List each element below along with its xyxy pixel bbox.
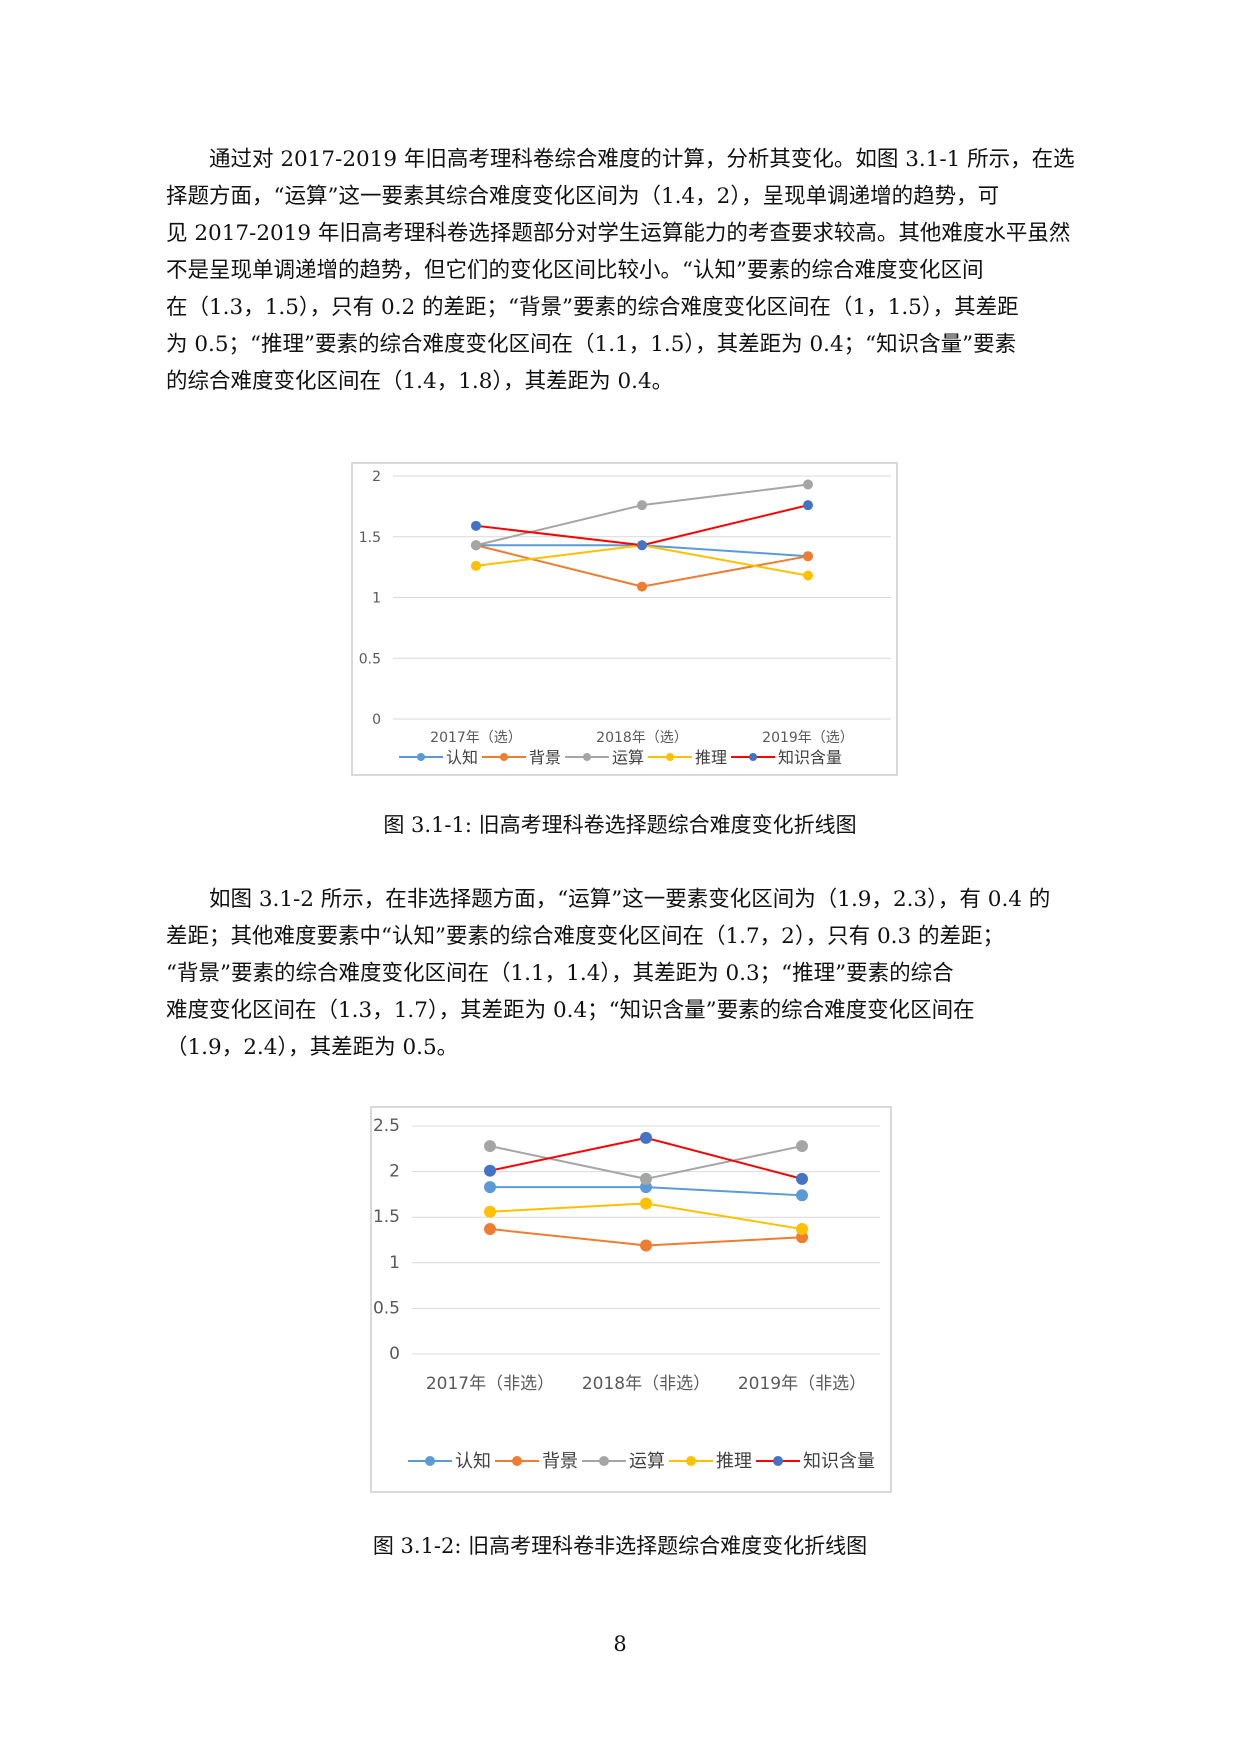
text-line: 见 2017-2019 年旧高考理科卷选择题部分对学生运算能力的考查要求较高。其… [166,221,1071,246]
paragraph-2: 如图 3.1-2 所示，在非选择题方面，“运算”这一要素变化区间为（1.9，2.… [166,881,1106,1066]
data-point [796,1223,808,1236]
legend-marker [773,1456,783,1466]
data-point [796,1172,808,1185]
legend-marker [749,753,757,761]
series-line-运算 [475,483,809,547]
y-tick-label: 2.5 [373,1116,400,1136]
legend-marker [666,753,674,761]
text-line: 通过对 2017-2019 年旧高考理科卷综合难度的计算，分析其变化。如图 3.… [209,147,1075,172]
x-tick-label: 2019年（非选） [738,1374,866,1394]
chart-1-frame: 0 0.5 1 1.5 2 2017年（选） 2018年（选） 2019年（选） 认知 背景 运算 推… [351,462,898,776]
data-point [637,540,647,551]
legend-marker [686,1456,696,1466]
data-point [796,1231,808,1244]
chart-2: 0 0.5 1 1.5 2 2.5 2017年（非选） 2018年（非选） 2019年（非选） 认… [373,1116,880,1472]
x-tick-label: 2017年（选） [430,730,522,746]
legend-marker [599,1456,609,1466]
text-line: 为 0.5；“推理”要素的综合难度变化区间在（1.1，1.5），其差距为 0.4… [166,332,1017,357]
y-tick-label: 1.5 [373,1207,400,1227]
legend-marker [512,1456,522,1466]
text-line: 在（1.3，1.5），只有 0.2 的差距；“背景”要素的综合难度变化区间在（1… [166,295,1019,320]
series-line-知识含量 [475,504,809,547]
text-line: （1.9，2.4），其差距为 0.5。 [166,1035,459,1060]
data-point [640,1181,652,1194]
legend-marker [500,753,508,761]
text-line: “背景”要素的综合难度变化区间在（1.1，1.4），其差距为 0.3；“推理”要… [166,961,954,986]
text-line: 难度变化区间在（1.3，1.7），其差距为 0.4；“知识含量”要素的综合难度变… [166,998,975,1023]
data-point [637,581,647,592]
x-tick-label: 2017年（非选） [426,1374,554,1394]
data-point [484,1164,496,1177]
legend-label: 运算 [629,1451,665,1472]
legend-label: 知识含量 [778,748,842,767]
legend-label: 运算 [612,748,644,767]
data-point [803,551,813,562]
chart-2-frame: 0 0.5 1 1.5 2 2.5 2017年（非选） 2018年（非选） 2019年（非选） 认… [370,1106,892,1493]
legend-label: 知识含量 [803,1451,875,1472]
legend-label: 背景 [529,748,561,767]
y-tick-label: 1.5 [359,530,381,546]
legend-label: 推理 [695,748,727,767]
data-point [484,1205,496,1218]
data-point [484,1223,496,1236]
y-tick-label: 2 [372,469,381,485]
y-tick-label: 2 [389,1162,400,1182]
y-tick-label: 1 [389,1253,400,1273]
text-line: 择题方面，“运算”这一要素其综合难度变化区间为（1.4，2），呈现单调递增的趋势… [166,184,1000,209]
y-tick-label: 1 [372,591,381,607]
paragraph-1: 通过对 2017-2019 年旧高考理科卷综合难度的计算，分析其变化。如图 3.… [166,141,1106,400]
figure-1-caption: 图 3.1-1: 旧高考理科卷选择题综合难度变化折线图 [383,813,857,837]
y-tick-label: 0.5 [373,1298,400,1318]
x-tick-label: 2018年（选） [596,730,688,746]
data-point [471,560,481,571]
legend-label: 认知 [455,1451,491,1472]
data-point [640,1197,652,1210]
data-point [803,500,813,511]
data-point [471,520,481,531]
text-line: 差距；其他难度要素中“认知”要素的综合难度变化区间在（1.7，2），只有 0.3… [166,924,1004,949]
data-point [640,1131,652,1144]
data-point [471,540,481,551]
y-tick-label: 0 [372,712,381,728]
data-point [796,1189,808,1202]
data-point [484,1140,496,1153]
data-point [640,1239,652,1252]
legend-marker [583,753,591,761]
data-point [640,1172,652,1185]
legend-label: 背景 [542,1451,578,1472]
figure-2-caption: 图 3.1-2: 旧高考理科卷非选择题综合难度变化折线图 [372,1534,868,1558]
data-point [803,570,813,581]
legend-marker [425,1456,435,1466]
legend-label: 认知 [446,748,478,767]
series-line-知识含量 [489,1136,803,1180]
data-point [484,1181,496,1194]
page-number: 8 [613,1632,627,1656]
chart-1: 0 0.5 1 1.5 2 2017年（选） 2018年（选） 2019年（选） 认知 背景 运算 推… [359,469,891,767]
text-line: 如图 3.1-2 所示，在非选择题方面，“运算”这一要素变化区间为（1.9，2.… [209,887,1051,912]
data-point [803,479,813,490]
y-tick-label: 0 [389,1344,400,1364]
x-tick-label: 2019年（选） [762,730,854,746]
legend-marker [417,753,425,761]
data-point [637,500,647,511]
data-point [796,1140,808,1153]
text-line: 不是呈现单调递增的趋势，但它们的变化区间比较小。“认知”要素的综合难度变化区间 [166,258,984,283]
y-tick-label: 0.5 [359,651,381,667]
text-line: 的综合难度变化区间在（1.4，1.8），其差距为 0.4。 [166,369,674,394]
legend-label: 推理 [716,1451,752,1472]
x-tick-label: 2018年（非选） [582,1374,710,1394]
